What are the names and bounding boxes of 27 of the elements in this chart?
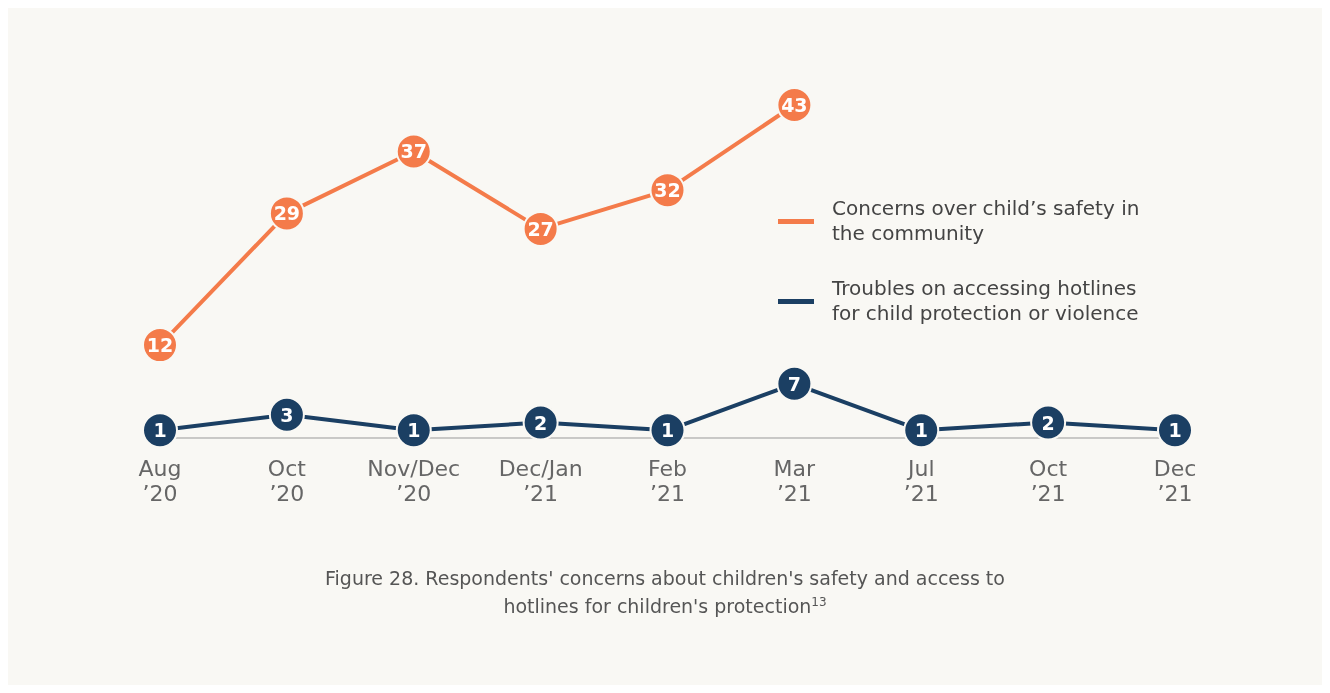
x-tick-label: Feb ’21	[648, 456, 687, 506]
x-tick-label: Jul ’21	[903, 456, 939, 506]
data-label: 37	[400, 140, 427, 163]
x-tick-label: Dec/Jan ’21	[498, 456, 583, 506]
x-tick-label: Aug ’20	[138, 456, 182, 506]
data-label: 32	[654, 179, 681, 202]
data-label: 12	[146, 334, 174, 357]
data-label: 43	[781, 94, 808, 116]
data-label: 7	[787, 372, 801, 395]
data-label: 1	[1168, 419, 1182, 442]
legend-label: Troubles on accessing hotlines for child protection or violence	[832, 276, 1140, 326]
x-tick-label: Mar ’21	[773, 456, 817, 506]
x-tick-label: Nov/Dec ’20	[367, 456, 461, 506]
caption: Figure 28. Respondents' concerns about children's safety and access to hotlines for children's protection$^{13}$	[325, 567, 1005, 618]
x-tick-label: Oct ’21	[1029, 456, 1068, 506]
x-tick-label: Dec ’21	[1153, 456, 1197, 506]
legend-label: Concerns over child’s safety in the community	[832, 196, 1141, 246]
data-label: 29	[273, 202, 301, 225]
x-tick-label: Oct ’20	[267, 456, 307, 506]
data-label: 1	[660, 419, 675, 442]
data-label: 2	[1041, 411, 1055, 434]
data-label: 2	[534, 411, 548, 434]
data-label: 27	[527, 217, 554, 240]
data-label: 1	[153, 419, 167, 442]
data-label: 3	[280, 403, 294, 426]
data-label: 1	[914, 419, 928, 442]
data-label: 1	[407, 419, 421, 442]
